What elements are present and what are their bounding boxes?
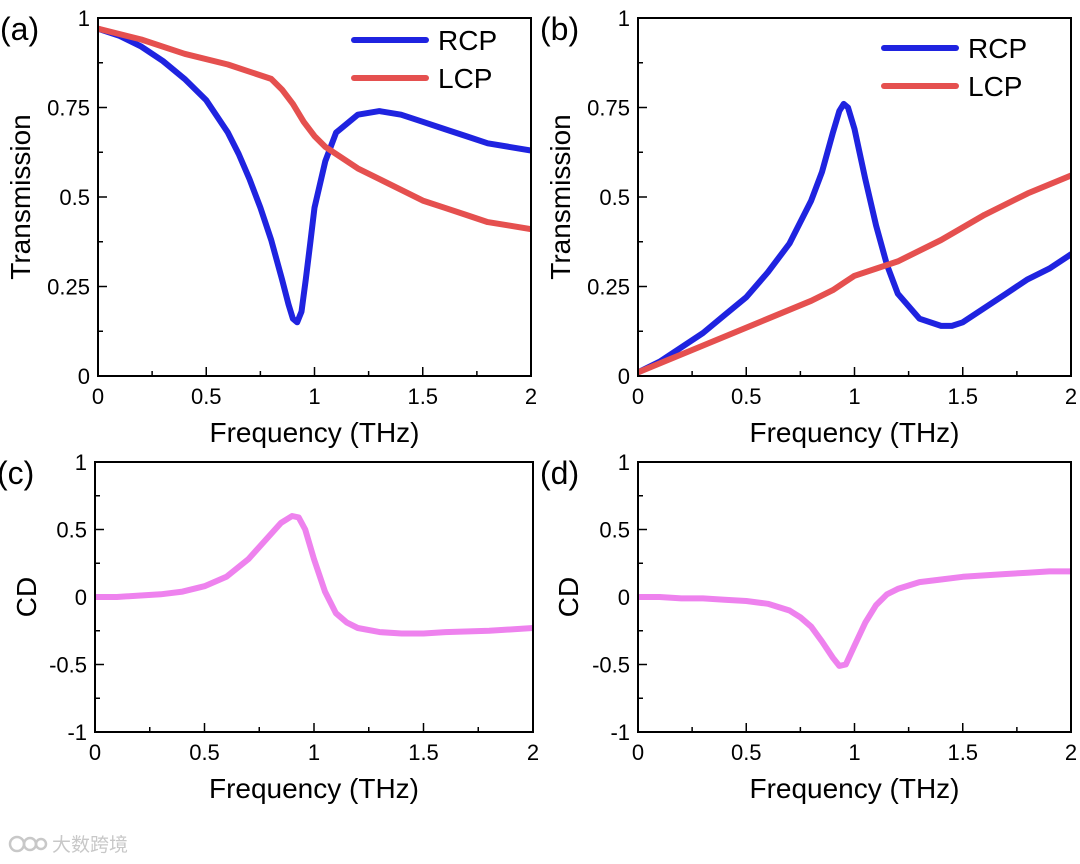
x-axis-title: Frequency (THz) [209,417,419,448]
chart-c: (c) 0 0.5 1 1.5 2 -1 -0.5 0 0.5 1 Frequency (THz) CD [0,450,539,804]
y-tick-label: 0.25 [47,275,90,300]
panel-label-d: (d) [540,455,579,491]
x-tick-label: 1 [308,740,320,765]
series-line-lcp [638,172,1071,376]
y-tick-label: 0.25 [587,275,630,300]
x-axis-title: Frequency (THz) [749,417,959,448]
plot-frame [94,461,534,733]
series-line-lcp [98,25,531,233]
y-tick-label: 1 [75,450,87,475]
x-tick-label: 0 [632,384,644,409]
series-line-rcp [638,100,1071,376]
legend-label-rcp: RCP [438,25,497,56]
y-tick-label: -1 [610,720,630,745]
y-axis-title: Transmission [545,114,576,279]
x-tick-label: 1.5 [947,740,978,765]
y-tick-label: 0 [618,364,630,389]
chart-b: (b) 0 0.5 1 1.5 2 0 0.25 0.5 0.75 1 Frequency (THz)… [540,6,1077,448]
y-tick-label: -0.5 [49,653,87,678]
watermark-text: 大数跨境 [52,833,129,856]
y-axis-title: CD [553,577,584,617]
panel-label-a: (a) [0,11,39,47]
series-line-cd [95,513,533,637]
x-tick-label: 0.5 [189,740,220,765]
x-tick-label: 0.5 [191,384,222,409]
y-axis-title: Transmission [5,114,36,279]
x-axis-title: Frequency (THz) [209,773,419,804]
plot-frame [637,17,1072,377]
y-tick-label: 1 [618,6,630,31]
x-axis-title: Frequency (THz) [749,773,959,804]
x-tick-label: 2 [1065,384,1077,409]
y-tick-label: 0.75 [587,96,630,121]
y-tick-label: 0 [75,585,87,610]
x-tick-label: 0 [92,384,104,409]
y-tick-label: 0 [618,585,630,610]
x-tick-label: 1 [848,384,860,409]
x-tick-label: 1 [848,740,860,765]
y-tick-label: 0.75 [47,96,90,121]
x-tick-label: 1.5 [407,384,438,409]
x-tick-label: 1.5 [408,740,439,765]
y-tick-label: -0.5 [592,653,630,678]
plot-frame [637,461,1072,733]
y-tick-label: 1 [618,450,630,475]
x-tick-label: 1 [308,384,320,409]
x-tick-label: 0.5 [731,384,762,409]
watermark-logo-icon [8,835,48,853]
y-tick-label: 0.5 [59,185,90,210]
y-tick-label: 0 [78,364,90,389]
series-line-rcp [98,25,531,326]
legend-label-lcp: LCP [968,71,1022,102]
y-tick-label: 0.5 [56,518,87,543]
chart-d: (d) 0 0.5 1 1.5 2 -1 -0.5 0 0.5 1 Frequency (THz) CD [540,450,1077,804]
x-tick-label: 2 [525,384,537,409]
legend-label-rcp: RCP [968,33,1027,64]
x-tick-label: 0.5 [731,740,762,765]
y-tick-label: -1 [67,720,87,745]
x-tick-label: 0 [632,740,644,765]
x-tick-label: 2 [527,740,539,765]
plot-frame [97,17,532,377]
y-tick-label: 1 [78,6,90,31]
watermark: 大数跨境 [8,828,128,858]
panel-label-b: (b) [540,11,579,47]
x-tick-label: 1.5 [947,384,978,409]
x-tick-label: 0 [89,740,101,765]
panel-label-c: (c) [0,455,34,491]
chart-a: (a) 0 0.5 1 1.5 2 0 0.25 0.5 0.75 1 Frequency (THz)… [0,6,537,448]
y-tick-label: 0.5 [599,518,630,543]
legend-label-lcp: LCP [438,63,492,94]
x-tick-label: 2 [1065,740,1077,765]
series-line-cd [638,568,1071,669]
y-tick-label: 0.5 [599,185,630,210]
y-axis-title: CD [11,577,42,617]
